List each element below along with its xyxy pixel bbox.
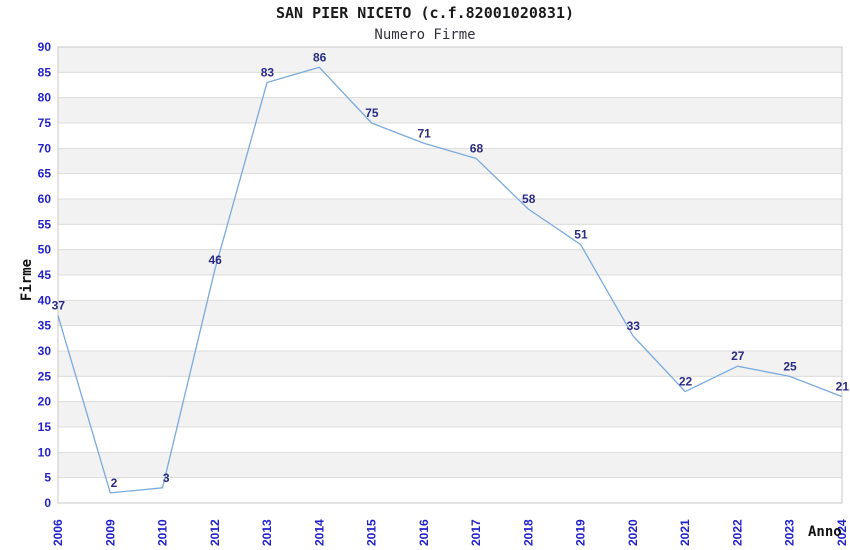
grid-band bbox=[58, 325, 842, 351]
grid-band bbox=[58, 401, 842, 427]
y-tick-label: 45 bbox=[38, 268, 52, 282]
y-tick-label: 50 bbox=[38, 243, 52, 257]
x-tick-label: 2018 bbox=[521, 519, 535, 546]
value-label: 46 bbox=[208, 253, 222, 267]
value-label: 51 bbox=[574, 228, 588, 242]
grid-band bbox=[58, 427, 842, 453]
x-axis-title: Anno bbox=[808, 524, 842, 540]
value-label: 21 bbox=[836, 380, 850, 394]
y-tick-label: 25 bbox=[38, 369, 52, 383]
grid-band bbox=[58, 452, 842, 478]
x-tick-label: 2023 bbox=[783, 519, 797, 546]
x-tick-label: 2015 bbox=[365, 519, 379, 546]
x-tick-label: 2013 bbox=[260, 519, 274, 546]
value-label: 86 bbox=[313, 50, 327, 64]
y-tick-label: 20 bbox=[38, 395, 52, 409]
grid-band bbox=[58, 300, 842, 326]
grid-band bbox=[58, 72, 842, 98]
value-label: 75 bbox=[365, 106, 379, 120]
value-label: 83 bbox=[261, 65, 275, 79]
y-tick-label: 90 bbox=[38, 40, 52, 54]
y-tick-label: 75 bbox=[38, 116, 52, 130]
y-axis-title: Firme bbox=[19, 258, 35, 302]
value-label: 71 bbox=[418, 126, 432, 140]
x-tick-label: 2024 bbox=[835, 519, 849, 546]
grid-band bbox=[58, 123, 842, 149]
y-tick-label: 35 bbox=[38, 319, 52, 333]
y-tick-label: 15 bbox=[38, 420, 52, 434]
x-tick-label: 2014 bbox=[312, 519, 326, 546]
y-tick-label: 80 bbox=[38, 91, 52, 105]
x-tick-label: 2017 bbox=[469, 519, 483, 546]
y-tick-label: 0 bbox=[44, 496, 51, 510]
x-tick-label: 2012 bbox=[208, 519, 222, 546]
grid-band bbox=[58, 148, 842, 174]
y-tick-label: 40 bbox=[38, 293, 52, 307]
grid-band bbox=[58, 275, 842, 301]
value-label: 2 bbox=[111, 476, 118, 490]
grid-band bbox=[58, 477, 842, 503]
grid-band bbox=[58, 47, 842, 73]
y-tick-label: 60 bbox=[38, 192, 52, 206]
grid-band bbox=[58, 199, 842, 225]
value-label: 27 bbox=[731, 349, 745, 363]
grid-band bbox=[58, 249, 842, 275]
y-tick-label: 85 bbox=[38, 65, 52, 79]
grid-band bbox=[58, 224, 842, 250]
y-tick-label: 55 bbox=[38, 217, 52, 231]
y-tick-label: 10 bbox=[38, 445, 52, 459]
value-label: 22 bbox=[679, 375, 693, 389]
x-tick-label: 2020 bbox=[626, 519, 640, 546]
x-tick-label: 2021 bbox=[678, 519, 692, 546]
value-label: 25 bbox=[783, 359, 797, 373]
grid-band bbox=[58, 351, 842, 377]
x-tick-label: 2006 bbox=[51, 519, 65, 546]
series-line bbox=[57, 66, 843, 494]
value-label: 68 bbox=[470, 141, 484, 155]
value-label: 58 bbox=[522, 192, 536, 206]
x-tick-label: 2016 bbox=[417, 519, 431, 546]
x-tick-label: 2022 bbox=[730, 519, 744, 546]
chart-subtitle: Numero Firme bbox=[374, 27, 476, 43]
value-label: 33 bbox=[627, 319, 641, 333]
y-tick-label: 30 bbox=[38, 344, 52, 358]
grid-band bbox=[58, 376, 842, 402]
x-tick-label: 2009 bbox=[103, 519, 117, 546]
value-label: 3 bbox=[163, 471, 170, 485]
grid-band bbox=[58, 173, 842, 199]
y-tick-label: 65 bbox=[38, 167, 52, 181]
y-tick-label: 5 bbox=[44, 471, 51, 485]
grid-band bbox=[58, 97, 842, 123]
chart-title: SAN PIER NICETO (c.f.82001020831) bbox=[275, 4, 574, 22]
x-tick-label: 2010 bbox=[156, 519, 170, 546]
plot-border bbox=[57, 46, 843, 504]
y-tick-label: 70 bbox=[38, 141, 52, 155]
value-label: 37 bbox=[52, 299, 66, 313]
x-tick-label: 2019 bbox=[574, 519, 588, 546]
